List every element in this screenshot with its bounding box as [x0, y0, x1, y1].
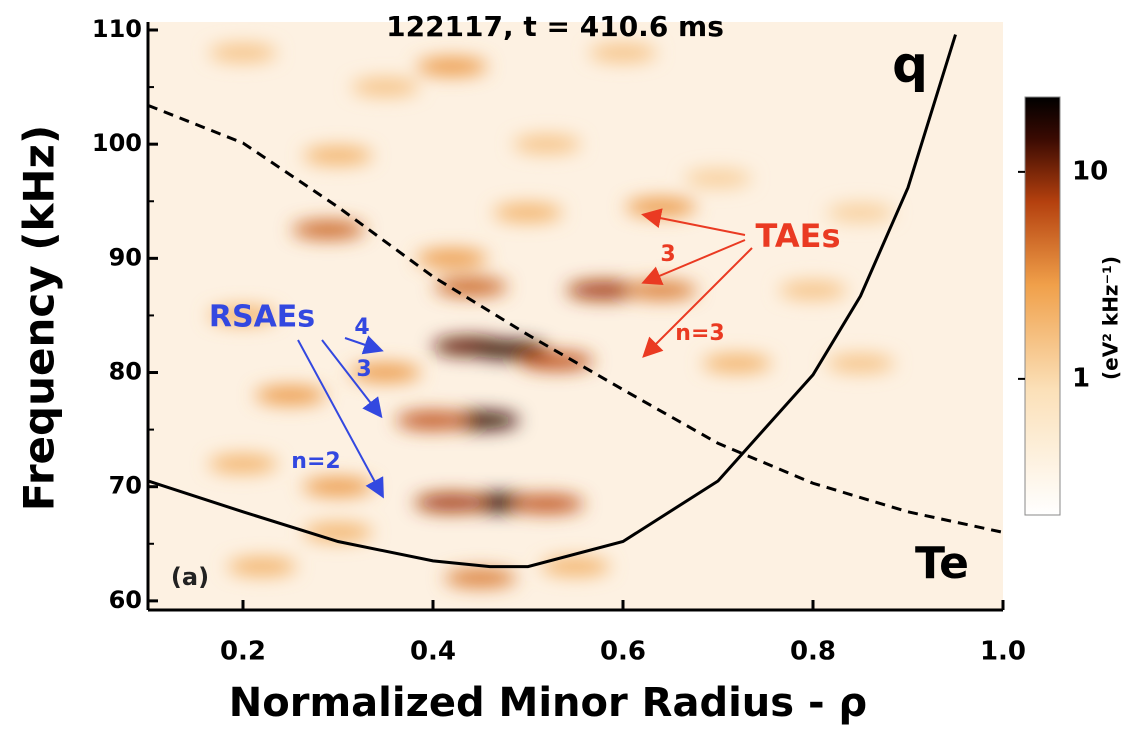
y-tick-label: 70	[109, 472, 142, 500]
colorbar-tick-label: 1	[1072, 363, 1090, 393]
annotation: (a)	[171, 563, 209, 591]
heatmap-cell	[351, 78, 419, 96]
x-tick-label: 1.0	[980, 637, 1026, 667]
annotation: TAEs	[755, 217, 840, 255]
series-label: Te	[915, 538, 969, 589]
x-tick-label: 0.2	[220, 637, 266, 667]
annotation: RSAEs	[209, 300, 315, 335]
chart-title: 122117, t = 410.6 ms	[386, 10, 724, 43]
annotation: 4	[354, 315, 369, 340]
annotation: 3	[660, 242, 675, 267]
heatmap-cell	[589, 44, 657, 62]
heatmap-cell	[826, 354, 894, 372]
colorbar	[1025, 97, 1060, 515]
heatmap-cell	[208, 455, 277, 473]
heatmap-cell	[493, 204, 562, 222]
heatmap-cell	[625, 198, 696, 216]
heatmap-cell	[303, 147, 372, 165]
y-tick-label: 110	[92, 15, 142, 43]
y-tick-label: 80	[109, 358, 142, 386]
heatmap-cell	[702, 354, 771, 372]
colorbar-tick-label: 10	[1072, 156, 1108, 186]
annotation: n=3	[675, 321, 724, 346]
heatmap-cell	[444, 569, 516, 587]
x-tick-label: 0.8	[790, 637, 836, 667]
heatmap-cell	[416, 58, 487, 76]
heatmap-cell	[292, 221, 365, 239]
heatmap-cell	[684, 169, 751, 187]
annotation: n=2	[291, 449, 340, 474]
annotation: 3	[356, 357, 371, 382]
y-tick-label: 90	[109, 243, 142, 271]
heatmap-cell	[779, 281, 847, 299]
colorbar-label: (eV² kHz⁻¹)	[1099, 256, 1123, 380]
y-axis-title: Frequency (kHz)	[15, 125, 64, 511]
heatmap-cell	[396, 411, 470, 429]
heatmap-cell	[510, 495, 584, 513]
heatmap-cell	[434, 278, 507, 296]
chart: 607080901001100.20.40.60.81.0 122117, t …	[0, 0, 1134, 731]
heatmap-cell	[519, 352, 593, 370]
heatmap-cell	[227, 558, 296, 576]
series-label: q	[892, 36, 928, 94]
x-tick-label: 0.6	[600, 637, 646, 667]
y-tick-label: 60	[109, 586, 142, 614]
heatmap-cell	[416, 249, 487, 267]
heatmap-cell	[513, 135, 581, 153]
x-axis-title: Normalized Minor Radius - ρ	[229, 680, 867, 726]
heatmap-cell	[414, 494, 489, 512]
heatmap-cell	[255, 386, 326, 404]
x-tick-label: 0.4	[410, 637, 456, 667]
y-tick-label: 100	[92, 129, 142, 157]
heatmap-cell	[209, 44, 277, 62]
heatmap-cell	[625, 281, 697, 299]
heatmap-cell	[302, 478, 373, 496]
